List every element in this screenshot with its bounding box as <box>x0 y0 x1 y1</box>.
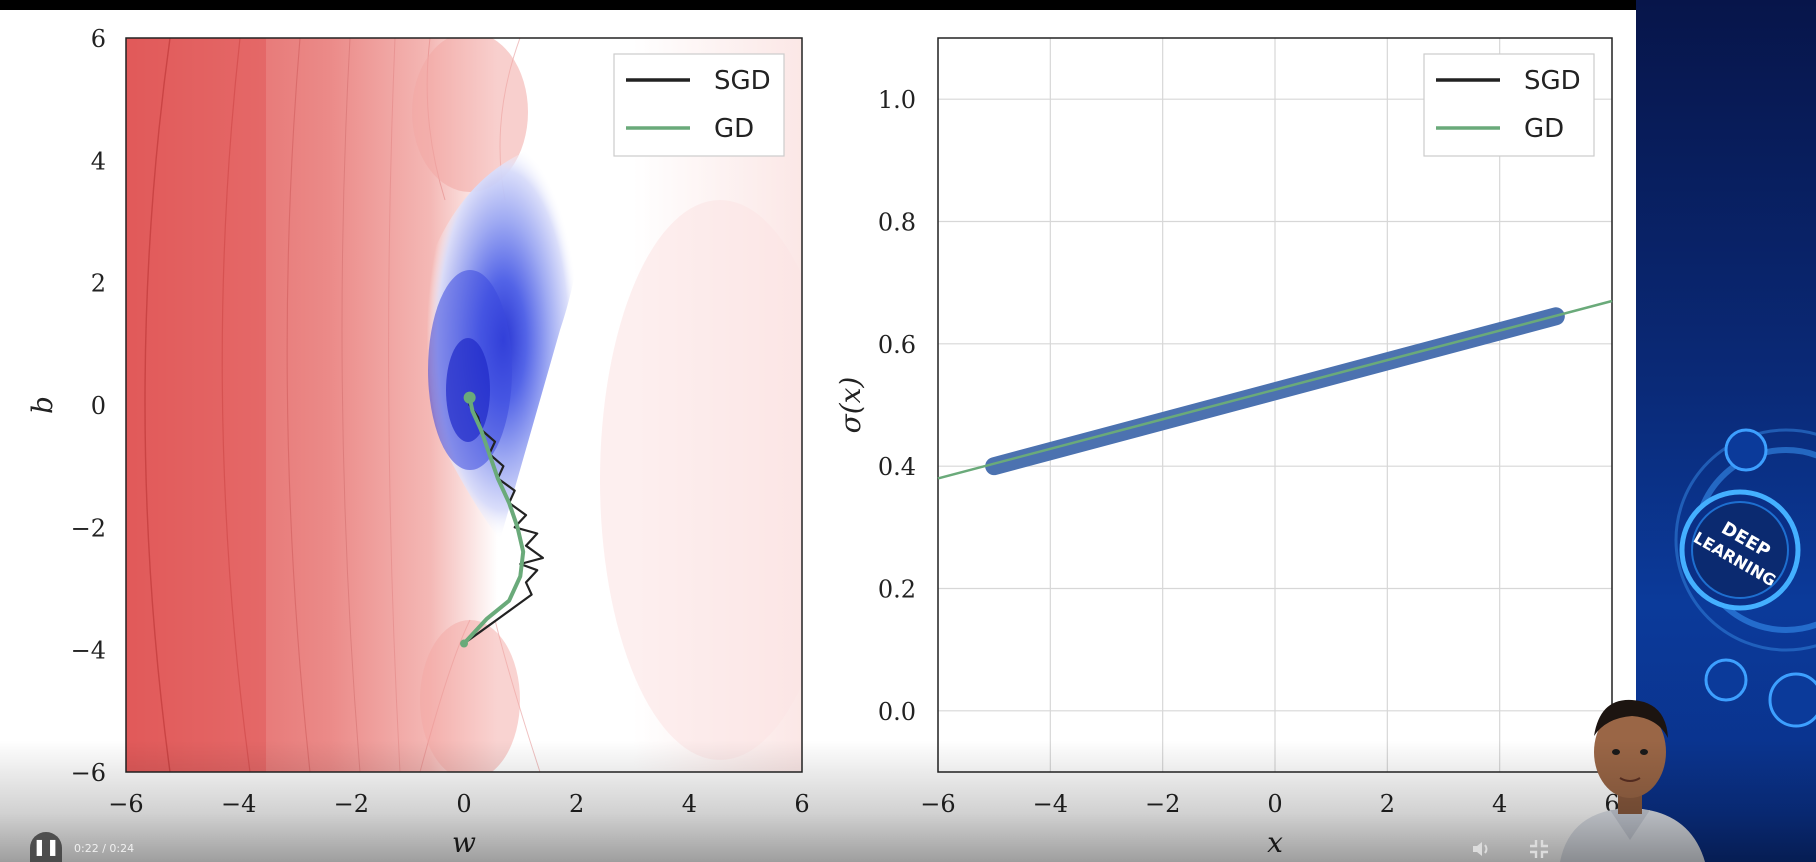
contour-field <box>126 38 802 772</box>
left-y-tick: 4 <box>91 147 106 175</box>
left-x-tick: −6 <box>108 790 143 818</box>
left-y-tick: −2 <box>71 514 106 542</box>
left-x-tick: 0 <box>456 790 471 818</box>
right-legend: SGD GD <box>1423 53 1595 157</box>
right-y-tick: 0.4 <box>878 453 916 481</box>
video-player-controls: ❚❚ 0:22 / 0:24 <box>0 832 1816 862</box>
left-x-axis-label: w <box>452 826 476 859</box>
left-axes-frame <box>125 37 803 773</box>
figure: −6 −4 −2 0 2 4 6 −6 −4 −2 0 2 4 6 w b SGD GD −6 −4 −2 0 2 4… <box>26 25 1620 859</box>
loss-contour-plot: −6 −4 −2 0 2 4 6 −6 −4 −2 0 2 4 6 w b SGD GD <box>26 25 810 859</box>
right-x-tick: 2 <box>1380 790 1395 818</box>
legend-box <box>613 53 785 157</box>
gd-start-marker <box>460 639 468 648</box>
legend-label: SGD <box>1524 66 1581 96</box>
left-x-tick: −2 <box>334 790 369 818</box>
left-y-axis-label: b <box>26 396 59 414</box>
left-x-tick: 2 <box>569 790 584 818</box>
legend-box <box>1423 53 1595 157</box>
legend-label: SGD <box>714 66 771 96</box>
pause-button[interactable]: ❚❚ <box>30 832 62 862</box>
right-x-tick: 4 <box>1492 790 1507 818</box>
left-x-tick: 6 <box>794 790 809 818</box>
right-y-tick: 0.8 <box>878 209 916 237</box>
right-ticks: −6 −4 −2 0 2 4 60.00.20.40.60.81.0 <box>878 86 1620 818</box>
left-x-tick: −4 <box>221 790 256 818</box>
gd-end-marker <box>463 391 476 404</box>
legend-label: GD <box>714 114 754 144</box>
top-bar <box>0 0 1816 10</box>
right-y-tick: 0.2 <box>878 576 916 604</box>
right-y-tick: 1.0 <box>878 86 916 114</box>
left-legend: SGD GD <box>613 53 785 157</box>
fit-line-gd <box>937 299 1613 480</box>
left-y-tick: 0 <box>91 392 106 420</box>
right-x-tick: −6 <box>920 790 955 818</box>
presenter-video <box>1560 699 1705 862</box>
sigmoid-fit-plot: −6 −4 −2 0 2 4 60.00.20.40.60.81.0 x σ(x) SGDG… <box>834 37 1620 859</box>
right-data <box>937 299 1613 480</box>
exit-fullscreen-icon[interactable] <box>1528 838 1550 860</box>
right-x-tick: −2 <box>1145 790 1180 818</box>
time-display: 0:22 / 0:24 <box>74 842 135 855</box>
legend-label: GD <box>1524 114 1564 144</box>
trajectory-gd <box>462 397 526 645</box>
volume-icon[interactable] <box>1470 838 1492 860</box>
left-y-tick: −4 <box>71 637 106 665</box>
trajectory-sgd <box>463 397 544 645</box>
left-trajectories <box>460 391 544 648</box>
right-x-axis-label: x <box>1267 826 1283 859</box>
right-axes-frame <box>937 37 1613 773</box>
left-ticks: −6 −4 −2 0 2 4 6 −6 −4 −2 0 2 4 6 <box>71 25 810 818</box>
right-x-tick: −4 <box>1033 790 1068 818</box>
left-x-tick: 4 <box>682 790 697 818</box>
right-grid <box>937 38 1613 772</box>
right-y-tick: 0.0 <box>878 698 916 726</box>
left-y-tick: −6 <box>71 759 106 787</box>
right-y-axis-label: σ(x) <box>834 377 867 434</box>
deep-learning-badge: DEEP LEARNING <box>1679 489 1801 611</box>
right-y-tick: 0.6 <box>878 331 916 359</box>
right-x-tick: 0 <box>1267 790 1282 818</box>
left-y-tick: 6 <box>91 25 106 53</box>
pause-icon: ❚❚ <box>32 837 60 856</box>
left-y-tick: 2 <box>91 270 106 298</box>
